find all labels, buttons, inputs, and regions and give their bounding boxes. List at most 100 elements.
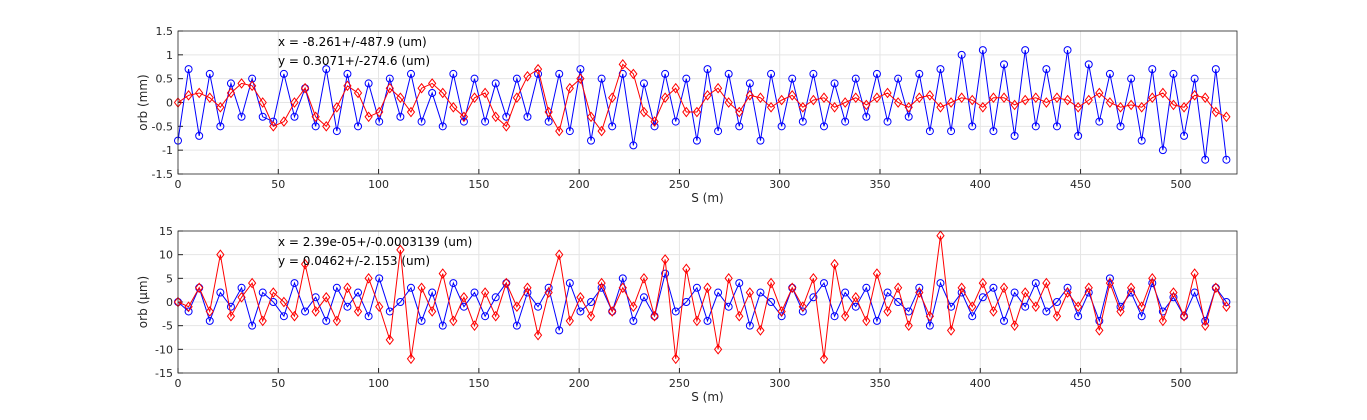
data-point-x [841, 288, 850, 297]
x-tick-label: 450 [1070, 377, 1091, 390]
data-point-x [258, 288, 267, 297]
data-point-y [1211, 106, 1220, 118]
data-point-y [1010, 99, 1019, 111]
data-point-y [300, 258, 310, 270]
y-tick-label: 10 [159, 249, 173, 262]
data-point-x [618, 274, 627, 283]
data-point-y [1126, 282, 1136, 294]
data-point-x [1084, 60, 1093, 69]
data-point-x [1052, 122, 1061, 131]
data-point-y [1126, 99, 1136, 111]
data-point-y [713, 82, 723, 94]
data-point-x [714, 288, 723, 297]
data-point-y [703, 90, 712, 101]
data-point-x [692, 136, 701, 145]
data-point-y [999, 282, 1009, 294]
data-point-x [523, 112, 532, 121]
data-point-y [851, 291, 860, 303]
data-point-y [809, 273, 818, 284]
data-point-y [1116, 101, 1125, 113]
data-point-x [237, 283, 246, 292]
data-point-y [512, 301, 522, 313]
data-point-y [1169, 287, 1178, 298]
data-point-y [915, 92, 924, 104]
data-point-x [745, 79, 754, 88]
data-point-x [724, 302, 733, 311]
data-point-x [576, 65, 585, 74]
data-point-x [894, 74, 903, 83]
x-tick-label: 400 [970, 178, 991, 191]
data-point-y [862, 315, 871, 327]
data-point-x [290, 279, 299, 288]
data-point-y [417, 82, 426, 94]
data-point-y [1052, 310, 1062, 322]
data-point-y [756, 92, 765, 104]
data-point-y [449, 101, 458, 113]
data-point-y [1010, 320, 1019, 331]
data-point-y [872, 92, 882, 104]
x-axis-label: S (m) [691, 191, 723, 205]
data-point-x [1222, 155, 1231, 164]
data-point-y [1158, 87, 1168, 99]
data-point-y [788, 90, 797, 101]
data-point-y [396, 244, 405, 256]
data-point-y [650, 310, 659, 322]
data-point-y [322, 291, 331, 303]
data-point-x [375, 274, 384, 283]
y-tick-label: -1 [162, 144, 173, 157]
data-point-x [1021, 302, 1030, 311]
data-point-y [957, 282, 966, 294]
data-point-y [269, 287, 278, 298]
data-point-x [406, 283, 415, 292]
x-tick-label: 200 [569, 377, 590, 390]
data-point-y [205, 92, 214, 104]
data-point-y [300, 82, 310, 94]
x-axis-label: S (m) [691, 390, 723, 404]
data-point-x [322, 316, 331, 325]
data-point-y [290, 310, 299, 322]
data-point-x [1105, 69, 1114, 78]
data-point-x [661, 269, 670, 278]
axes-box [177, 230, 1238, 374]
data-point-x [1137, 136, 1146, 145]
data-point-y [237, 78, 246, 89]
data-point-y [766, 277, 776, 289]
data-point-x [481, 312, 490, 321]
data-point-x [1201, 155, 1210, 164]
data-point-y [1179, 310, 1189, 322]
data-point-y [639, 106, 649, 118]
data-point-y [809, 94, 818, 106]
data-point-y [735, 310, 744, 322]
y-tick-label: -0.5 [152, 120, 173, 133]
data-point-y [322, 121, 331, 132]
data-point-x [639, 293, 648, 302]
data-point-y [502, 121, 511, 132]
data-point-x [735, 122, 744, 131]
data-point-y [491, 111, 500, 123]
data-point-x [1127, 288, 1136, 297]
data-point-y [533, 63, 543, 75]
data-point-y [237, 291, 246, 303]
data-point-x [417, 316, 426, 325]
x-tick-label: 50 [271, 178, 285, 191]
data-point-y [925, 310, 935, 322]
data-point-x [343, 69, 352, 78]
data-point-y [576, 73, 585, 84]
data-point-x [735, 279, 744, 288]
data-point-x [428, 288, 437, 297]
data-point-y [629, 301, 638, 313]
data-point-y [745, 287, 754, 298]
data-point-y [1031, 301, 1040, 313]
data-point-y [1042, 97, 1051, 108]
data-point-x [745, 321, 754, 330]
data-point-y [258, 315, 267, 327]
data-point-y [332, 101, 341, 113]
data-point-x [968, 122, 977, 131]
data-point-y [682, 106, 691, 118]
data-point-x [364, 79, 373, 88]
data-point-y [523, 282, 532, 294]
data-point-x [1021, 46, 1030, 55]
data-point-x [438, 122, 447, 131]
data-point-y [893, 97, 903, 108]
data-point-x [777, 122, 786, 131]
